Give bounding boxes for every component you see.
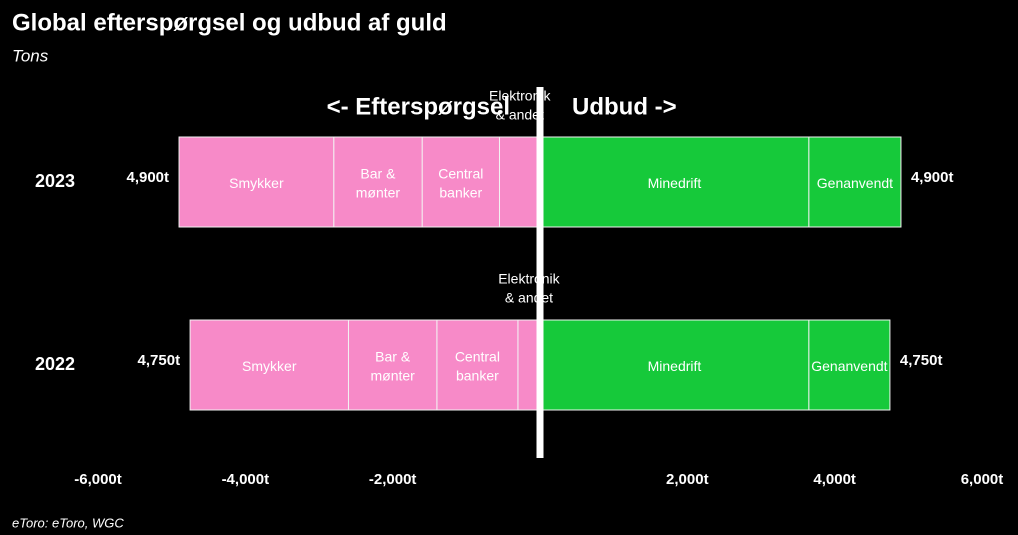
x-tick-label: -2,000t xyxy=(369,471,417,488)
bar-segment xyxy=(189,319,349,411)
segment-label: Bar & mønter xyxy=(356,165,401,200)
y-tick-label: 2022 xyxy=(35,354,75,374)
segment-label: Central banker xyxy=(438,165,483,200)
segment-label: Bar & mønter xyxy=(370,348,415,383)
x-tick-label: 4,000t xyxy=(813,471,856,488)
segment-label: Minedrift xyxy=(648,358,702,374)
bar-segment xyxy=(347,319,438,411)
segment-label: Genanvendt xyxy=(811,358,887,374)
bar-segment xyxy=(178,136,335,228)
annotation: Udbud -> xyxy=(572,93,677,120)
x-tick-label: 6,000t xyxy=(961,471,1004,488)
bar-segment xyxy=(333,136,423,228)
bar-segment xyxy=(539,319,810,411)
x-tick-label: -6,000t xyxy=(74,471,122,488)
bar-segment xyxy=(436,319,519,411)
segment-label: Genanvendt xyxy=(817,175,893,191)
chart-subtitle: Tons xyxy=(12,46,49,65)
segment-label: Elektronik & andet xyxy=(498,270,560,305)
segment-label: Elektronik & andet xyxy=(489,87,551,122)
chart-title: Global efterspørgsel og udbud af guld xyxy=(12,9,447,36)
bar-segment xyxy=(498,136,541,228)
total-label: 4,900t xyxy=(911,169,954,186)
total-label: 4,750t xyxy=(138,352,181,369)
total-label: 4,900t xyxy=(126,169,169,186)
x-tick-label: -4,000t xyxy=(222,471,270,488)
segment-label: Smykker xyxy=(242,358,297,374)
source: eToro: eToro, WGC xyxy=(12,515,124,530)
annotation: <- Efterspørgsel xyxy=(327,93,510,120)
x-tick-label: 2,000t xyxy=(666,471,709,488)
segment-label: Minedrift xyxy=(648,175,702,191)
bar-segment xyxy=(808,136,902,228)
bar-segment xyxy=(421,136,500,228)
segment-label: Smykker xyxy=(229,175,284,191)
segment-label: Central banker xyxy=(455,348,500,383)
y-tick-label: 2023 xyxy=(35,171,75,191)
bar-segment xyxy=(808,319,891,411)
total-label: 4,750t xyxy=(900,352,943,369)
